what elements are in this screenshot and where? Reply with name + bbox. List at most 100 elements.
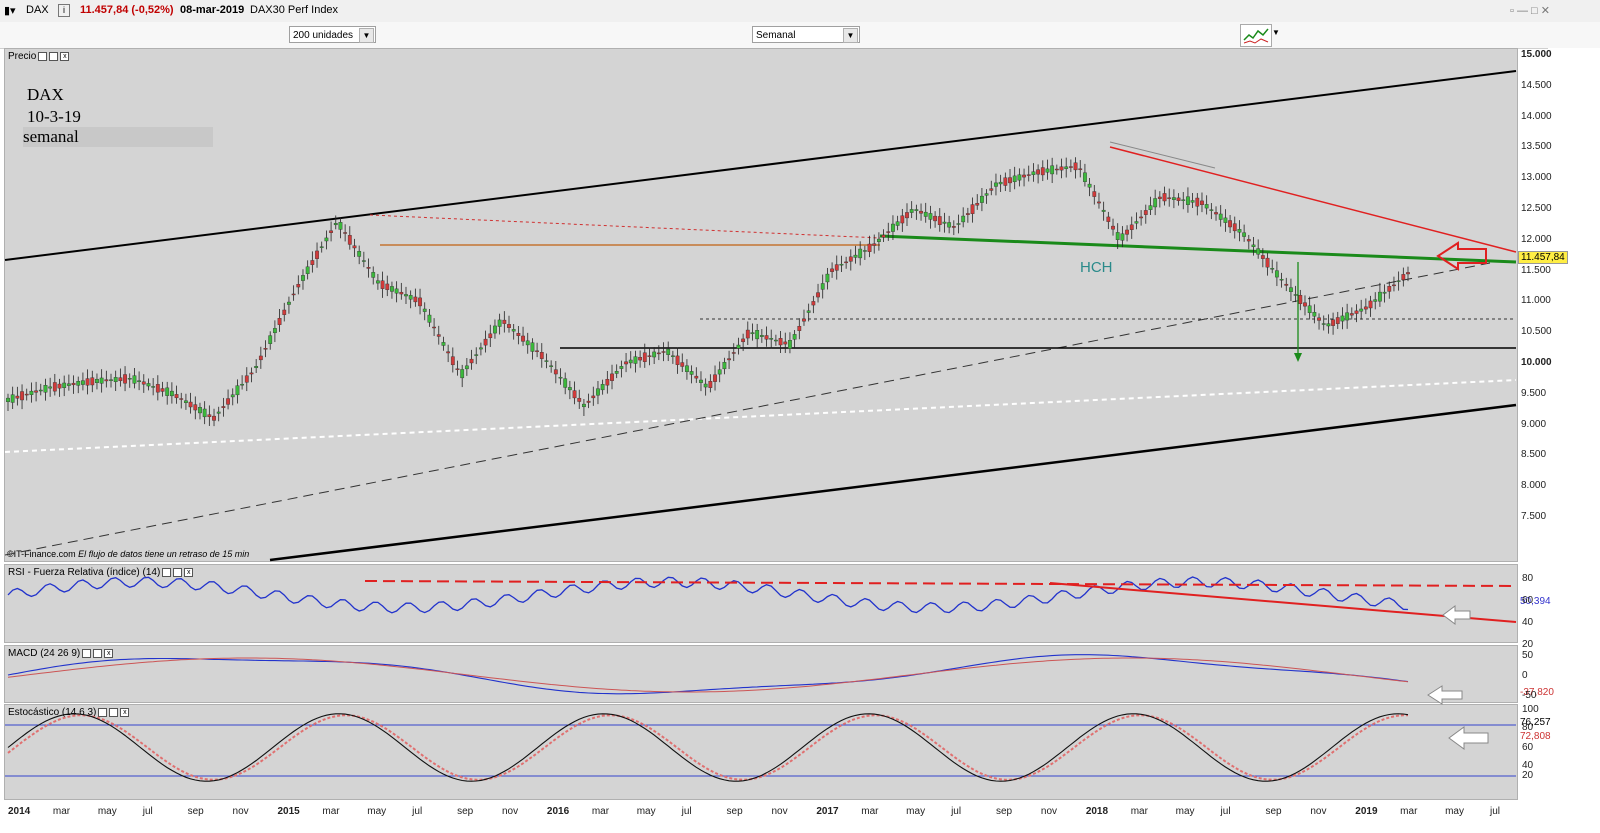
last-price-badge: 11.457,84: [1518, 251, 1568, 264]
y-tick-label: 13.000: [1521, 172, 1552, 184]
candle-body: [525, 340, 530, 346]
candle-body: [455, 368, 460, 370]
candle-body: [628, 359, 633, 364]
candle-body: [610, 373, 614, 381]
stochastic-panel-label: Estocástico (14 6 3): [8, 707, 97, 718]
rsi-last-value: 50,394: [1520, 596, 1551, 607]
stoch-k-line: [7, 713, 1409, 782]
candle-body: [1260, 255, 1265, 259]
maximize-icon[interactable]: [109, 708, 119, 717]
candle-body: [773, 339, 778, 342]
candle-body: [886, 231, 891, 233]
candle-body: [1326, 323, 1331, 327]
chevron-down-icon[interactable]: ▼: [843, 28, 858, 43]
candle-body: [895, 221, 900, 226]
y-tick-label: 8.000: [1521, 480, 1547, 492]
candle-body: [1307, 305, 1312, 314]
candle-body: [43, 385, 48, 393]
macd-last-value: -37,820: [1520, 687, 1554, 698]
wrench-icon[interactable]: [38, 52, 48, 61]
close-icon[interactable]: x: [60, 52, 70, 61]
maximize-icon[interactable]: [93, 649, 103, 658]
chart-type-icon[interactable]: ▮▾: [4, 5, 16, 17]
candle-body: [1134, 221, 1139, 224]
candle-body: [1382, 291, 1387, 294]
candle-body: [722, 362, 727, 370]
close-icon[interactable]: x: [104, 649, 114, 658]
candle-body: [1097, 201, 1101, 204]
macd-panel[interactable]: MACD (24 26 9) x: [4, 645, 1518, 703]
candle-body: [750, 332, 755, 335]
candle-body: [1017, 174, 1022, 181]
candle-body: [1129, 224, 1134, 230]
candle-body: [343, 232, 348, 234]
candle-body: [347, 235, 352, 245]
candle-body: [151, 386, 156, 388]
close-icon[interactable]: x: [120, 708, 130, 717]
candle-body: [422, 308, 427, 312]
candle-body: [315, 250, 319, 259]
y-tick-label: 12.500: [1521, 203, 1552, 214]
candle-body: [563, 378, 568, 388]
candle-body: [797, 325, 802, 331]
chevron-down-icon[interactable]: ▼: [359, 28, 374, 43]
candle-body: [596, 388, 600, 396]
close-icon[interactable]: x: [184, 568, 194, 577]
units-select[interactable]: 200 unidades ▼: [289, 26, 376, 43]
wrench-icon[interactable]: [98, 708, 108, 717]
candle-body: [661, 351, 666, 353]
candle-body: [881, 234, 886, 238]
chart-style-icon[interactable]: [1240, 24, 1272, 47]
candle-body: [212, 415, 216, 421]
candle-body: [464, 365, 469, 370]
candle-body: [788, 340, 792, 349]
candle-body: [1303, 302, 1307, 307]
candle-body: [1368, 300, 1373, 309]
rsi-panel-header: RSI - Fuerza Relativa (índice) (14) x: [8, 567, 194, 578]
candle-body: [1045, 168, 1050, 173]
candle-body: [736, 344, 741, 349]
data-source: ©IT-Finance.com El flujo de datos tiene …: [7, 549, 249, 559]
candle-body: [408, 295, 413, 300]
candle-body: [975, 203, 980, 206]
chevron-down-icon[interactable]: ▼: [1272, 28, 1280, 37]
period-select[interactable]: Semanal ▼: [752, 26, 860, 43]
period-select-value: Semanal: [756, 30, 796, 41]
wrench-icon[interactable]: [162, 568, 172, 577]
candle-body: [820, 283, 825, 290]
x-tick-label: jul: [1220, 806, 1231, 817]
candle-body: [844, 261, 849, 264]
white-arrow-icon: [1427, 685, 1463, 705]
y-tick-label: 13.500: [1521, 141, 1552, 153]
price-panel[interactable]: Precio x DAX 10-3-19 semanal HCH ©IT-Fin…: [4, 48, 1518, 562]
maximize-icon[interactable]: [173, 568, 183, 577]
candle-body: [1190, 200, 1195, 203]
candle-body: [113, 377, 118, 383]
symbol-label[interactable]: DAX: [26, 4, 49, 16]
candle-body: [830, 268, 834, 272]
price-change: 11.457,84 (-0,52%): [80, 4, 174, 16]
rsi-line: [7, 576, 1409, 614]
x-tick-label: jul: [681, 806, 692, 817]
candle-body: [249, 372, 254, 375]
info-icon[interactable]: i: [58, 4, 70, 17]
candle-body: [1143, 210, 1148, 215]
candle-body: [727, 358, 731, 361]
toolbar: 200 unidades ▼ Semanal ▼ ▼: [0, 22, 1600, 49]
candle-body: [71, 382, 76, 386]
macd-signal-line: [7, 657, 1409, 693]
wrench-icon[interactable]: [82, 649, 92, 658]
stochastic-panel[interactable]: Estocástico (14 6 3) x: [4, 704, 1518, 800]
stoch-last-k: 76,257: [1520, 717, 1551, 728]
candle-body: [549, 365, 554, 367]
price-panel-header: Precio x: [8, 51, 70, 62]
window-controls[interactable]: ▫ — □ ✕: [1510, 5, 1550, 17]
candle-body: [900, 215, 905, 224]
candle-body: [605, 378, 610, 386]
candle-body: [371, 272, 376, 278]
rsi-panel[interactable]: RSI - Fuerza Relativa (índice) (14) x: [4, 564, 1518, 643]
maximize-icon[interactable]: [49, 52, 59, 61]
y-tick-label: 15.000: [1521, 49, 1552, 60]
white-arrow-icon: [1442, 605, 1471, 625]
